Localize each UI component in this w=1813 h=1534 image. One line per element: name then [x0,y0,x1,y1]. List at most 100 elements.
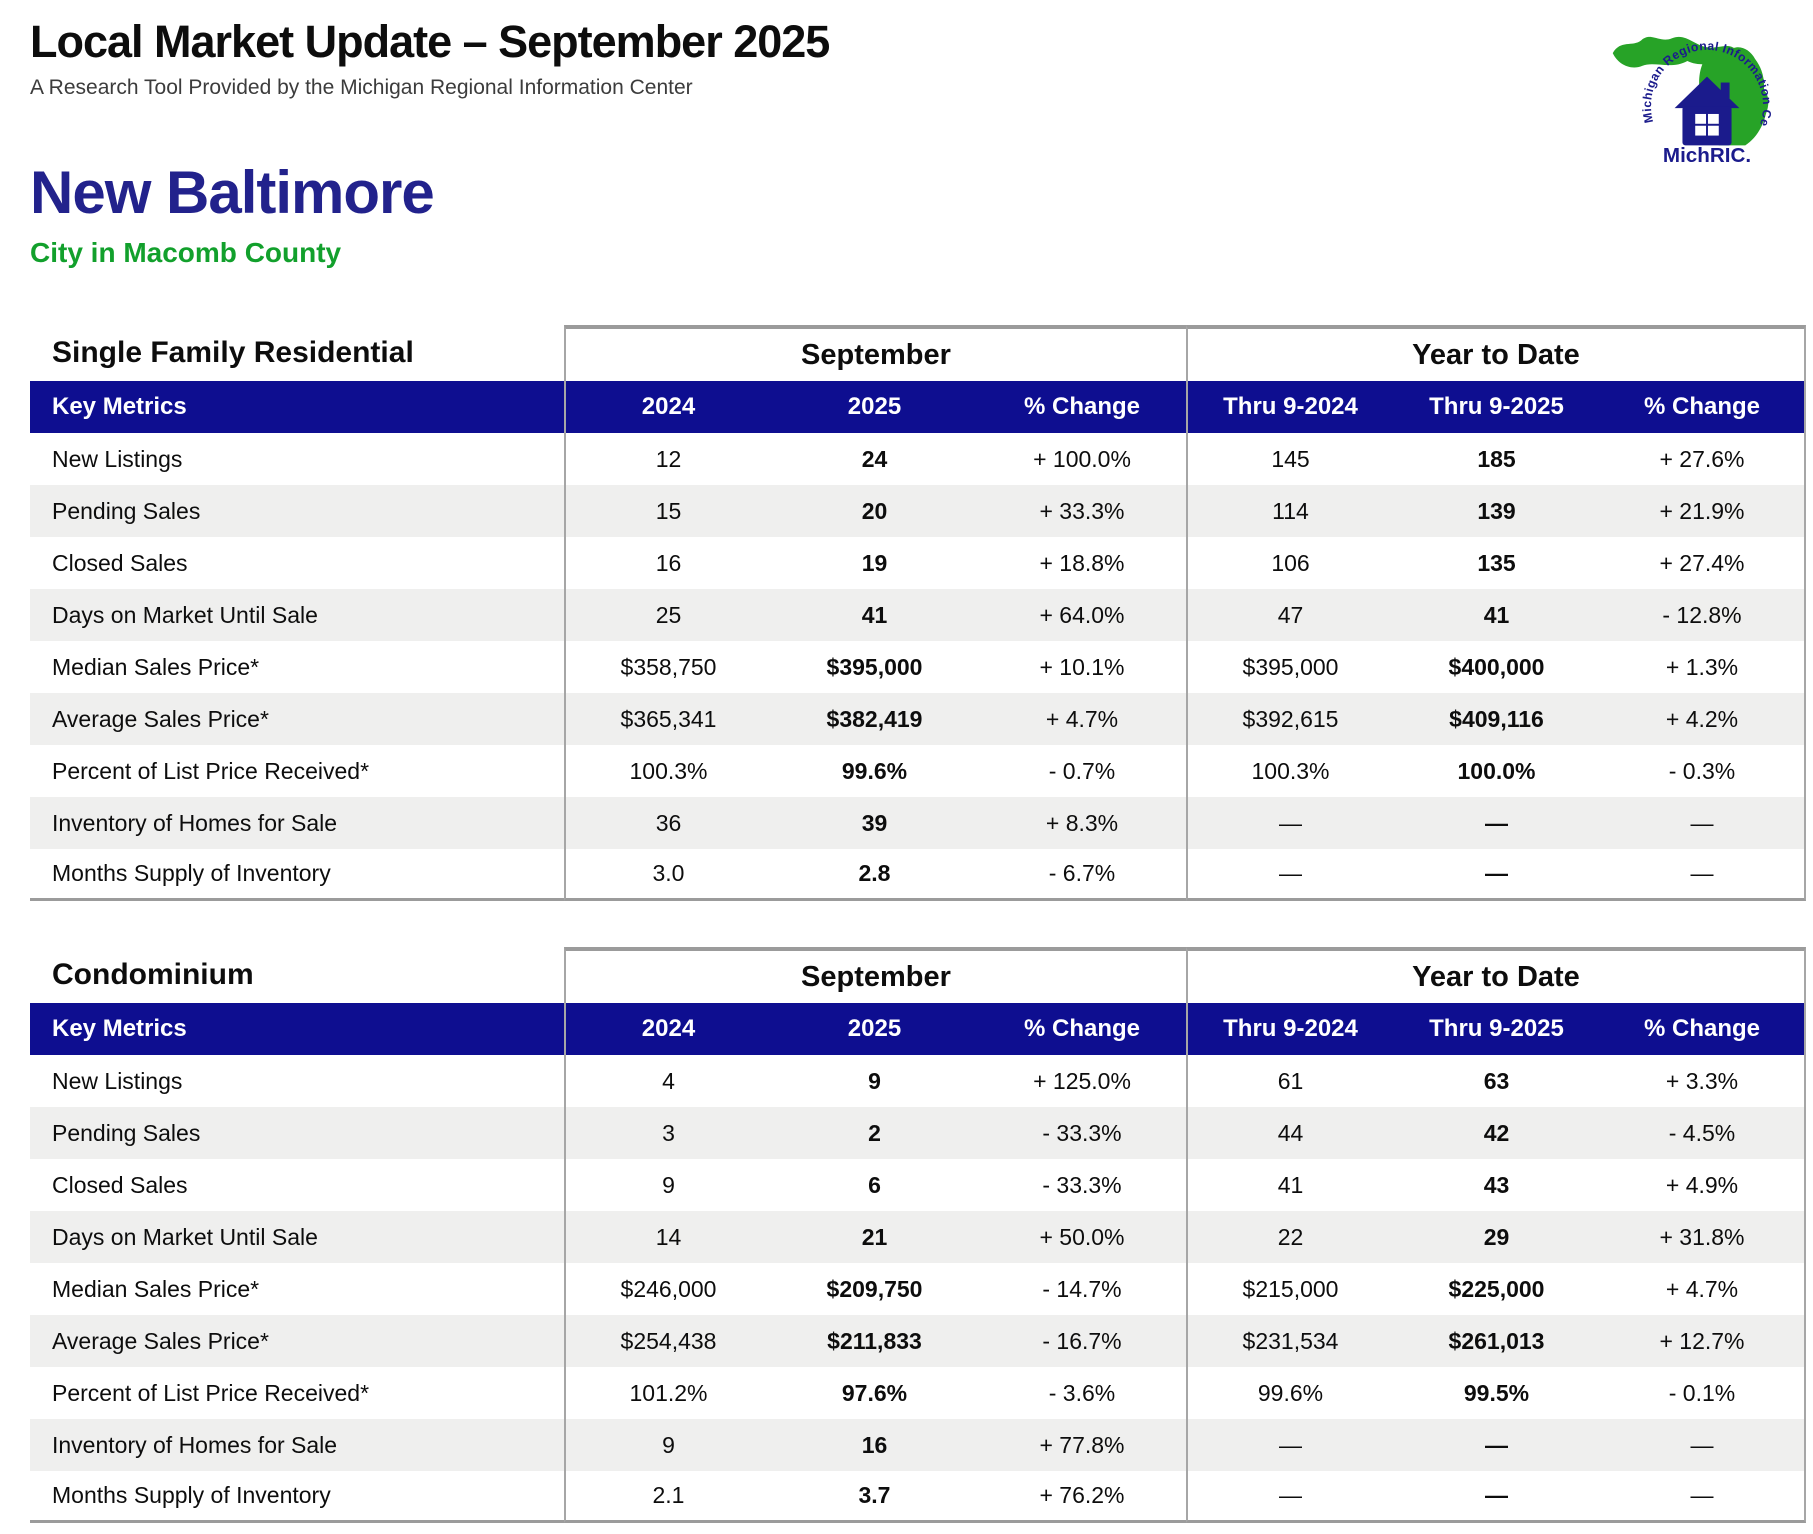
value-ytd-2025: — [1393,1419,1600,1471]
value-ytd-2024: $395,000 [1186,641,1393,693]
value-sep-2024: 2.1 [564,1471,771,1523]
value-sep-pct-change: + 76.2% [978,1471,1186,1523]
value-ytd-2025: 135 [1393,537,1600,589]
value-ytd-2025: 63 [1393,1055,1600,1107]
location-block: New Baltimore City in Macomb County [0,158,1813,269]
metric-label: Inventory of Homes for Sale [30,797,564,849]
table-row: Months Supply of Inventory 2.1 3.7 + 76.… [30,1471,1806,1523]
condominium-table: Condominium September Year to Date Key M… [30,947,1806,1523]
metric-label: New Listings [30,433,564,485]
table-row: Days on Market Until Sale 14 21 + 50.0% … [30,1211,1806,1263]
value-sep-2024: 16 [564,537,771,589]
value-sep-pct-change: + 10.1% [978,641,1186,693]
value-ytd-2024: 145 [1186,433,1393,485]
table-row: Median Sales Price* $246,000 $209,750 - … [30,1263,1806,1315]
value-sep-pct-change: + 18.8% [978,537,1186,589]
value-sep-pct-change: + 125.0% [978,1055,1186,1107]
value-sep-pct-change: - 0.7% [978,745,1186,797]
metric-label: Median Sales Price* [30,1263,564,1315]
value-ytd-pct-change: + 4.2% [1600,693,1806,745]
michigan-map-logo-icon: Michigan Regional Information Center Mic… [1605,0,1774,167]
col-header-thru-9-2025: Thru 9-2025 [1393,381,1600,433]
metric-label: Pending Sales [30,485,564,537]
value-ytd-2024: — [1186,1419,1393,1471]
value-sep-pct-change: - 33.3% [978,1107,1186,1159]
value-ytd-2025: — [1393,849,1600,901]
table-row: Closed Sales 9 6 - 33.3% 41 43 + 4.9% [30,1159,1806,1211]
value-sep-2025: 2 [771,1107,978,1159]
value-sep-pct-change: + 77.8% [978,1419,1186,1471]
metric-label: Months Supply of Inventory [30,849,564,901]
value-ytd-pct-change: — [1600,1419,1806,1471]
value-sep-pct-change: + 33.3% [978,485,1186,537]
value-ytd-pct-change: + 4.7% [1600,1263,1806,1315]
value-ytd-2025: 43 [1393,1159,1600,1211]
col-header-2025: 2025 [771,381,978,433]
logo-brand-text: MichRIC. [1663,144,1751,166]
year-to-date-group-header: Year to Date [1186,947,1806,1003]
value-ytd-pct-change: + 31.8% [1600,1211,1806,1263]
value-sep-2024: 101.2% [564,1367,771,1419]
value-ytd-2025: 29 [1393,1211,1600,1263]
value-sep-2025: $211,833 [771,1315,978,1367]
value-ytd-2024: 106 [1186,537,1393,589]
value-sep-2024: 14 [564,1211,771,1263]
value-sep-2024: 4 [564,1055,771,1107]
value-sep-pct-change: + 8.3% [978,797,1186,849]
key-metrics-label: Key Metrics [30,381,564,433]
table-row: Median Sales Price* $358,750 $395,000 + … [30,641,1806,693]
value-sep-pct-change: + 64.0% [978,589,1186,641]
value-ytd-2025: 139 [1393,485,1600,537]
metric-label: Average Sales Price* [30,1315,564,1367]
table-body: New Listings 12 24 + 100.0% 145 185 + 27… [30,433,1806,901]
value-ytd-2024: — [1186,849,1393,901]
key-metrics-header-row: Key Metrics 2024 2025 % Change Thru 9-20… [30,1003,1806,1055]
col-header-thru-9-2024: Thru 9-2024 [1186,381,1393,433]
value-sep-pct-change: - 14.7% [978,1263,1186,1315]
value-sep-2025: 20 [771,485,978,537]
value-sep-2024: $365,341 [564,693,771,745]
value-sep-2025: $209,750 [771,1263,978,1315]
table-row: Average Sales Price* $254,438 $211,833 -… [30,1315,1806,1367]
value-sep-2025: 41 [771,589,978,641]
september-group-header: September [564,325,1186,381]
value-ytd-2024: 99.6% [1186,1367,1393,1419]
value-sep-pct-change: - 3.6% [978,1367,1186,1419]
metric-label: Closed Sales [30,537,564,589]
value-ytd-2024: $215,000 [1186,1263,1393,1315]
value-ytd-pct-change: + 12.7% [1600,1315,1806,1367]
report-title: Local Market Update – September 2025 [30,16,830,67]
value-ytd-pct-change: + 27.4% [1600,537,1806,589]
value-ytd-2024: 100.3% [1186,745,1393,797]
col-header-2025: 2025 [771,1003,978,1055]
value-sep-2024: 12 [564,433,771,485]
value-sep-pct-change: + 100.0% [978,433,1186,485]
value-sep-2024: 3.0 [564,849,771,901]
value-ytd-pct-change: - 0.3% [1600,745,1806,797]
value-ytd-2024: 44 [1186,1107,1393,1159]
col-header-thru-9-2025: Thru 9-2025 [1393,1003,1600,1055]
value-sep-2024: $254,438 [564,1315,771,1367]
value-ytd-2025: 41 [1393,589,1600,641]
value-sep-2024: 100.3% [564,745,771,797]
value-sep-2025: 9 [771,1055,978,1107]
metric-label: Days on Market Until Sale [30,1211,564,1263]
value-sep-2024: 25 [564,589,771,641]
value-sep-pct-change: - 16.7% [978,1315,1186,1367]
value-ytd-2024: 22 [1186,1211,1393,1263]
report-subtitle: A Research Tool Provided by the Michigan… [30,76,693,99]
table-group-header: Single Family Residential September Year… [30,325,1806,381]
metric-label: Percent of List Price Received* [30,745,564,797]
table-row: Average Sales Price* $365,341 $382,419 +… [30,693,1806,745]
value-sep-2025: 99.6% [771,745,978,797]
metric-label: New Listings [30,1055,564,1107]
table-body: New Listings 4 9 + 125.0% 61 63 + 3.3% P… [30,1055,1806,1523]
col-header-2024: 2024 [564,381,771,433]
value-sep-2025: 16 [771,1419,978,1471]
table-row: Months Supply of Inventory 3.0 2.8 - 6.7… [30,849,1806,901]
metric-label: Pending Sales [30,1107,564,1159]
table-row: New Listings 4 9 + 125.0% 61 63 + 3.3% [30,1055,1806,1107]
value-ytd-2024: — [1186,797,1393,849]
value-ytd-2025: $225,000 [1393,1263,1600,1315]
september-group-header: September [564,947,1186,1003]
